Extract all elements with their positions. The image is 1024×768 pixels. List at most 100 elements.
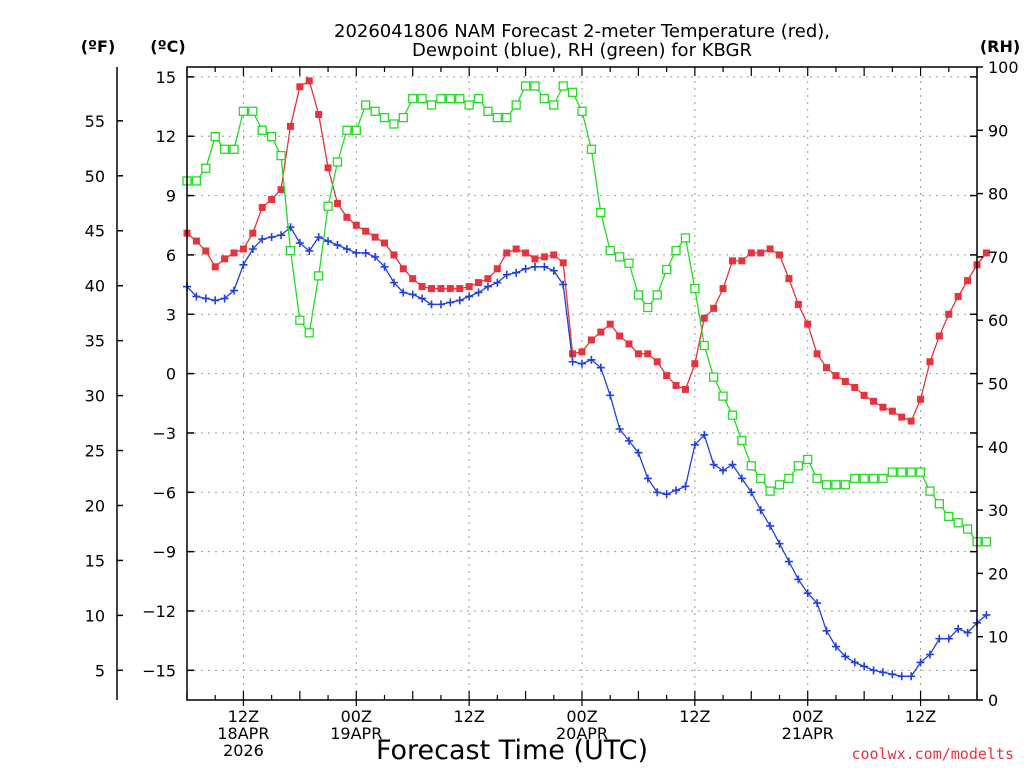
celsius-axis-label: (ºC)	[150, 37, 185, 56]
celsius-tick-label: 15	[156, 68, 176, 87]
dewpoint-point	[728, 460, 737, 469]
temperature-point	[343, 213, 351, 221]
temperature-point	[606, 320, 614, 328]
dewpoint-point	[483, 282, 492, 291]
dewpoint-point	[333, 241, 342, 250]
fahrenheit-tick-label: 40	[85, 277, 105, 296]
dewpoint-point	[389, 278, 398, 287]
fahrenheit-tick-label: 30	[85, 387, 105, 406]
dewpoint-point	[399, 288, 408, 297]
dewpoint-point	[897, 672, 906, 681]
rh-point	[530, 81, 540, 91]
rh-point	[539, 94, 550, 104]
x-tick-label: 00Z	[341, 707, 372, 726]
dewpoint-point	[521, 264, 530, 273]
rh-point	[652, 290, 662, 300]
dewpoint-point	[860, 662, 869, 671]
rh-point	[774, 480, 785, 490]
rh-point	[850, 473, 860, 484]
rh-point	[868, 473, 879, 484]
rh-point	[821, 480, 832, 490]
rh-tick-label: 10	[988, 628, 1008, 647]
chart-title-line2: Dewpoint (blue), RH (green) for KBGR	[412, 40, 752, 61]
temperature-point	[249, 229, 257, 237]
rh-tick-label: 70	[988, 248, 1008, 267]
dewpoint-point	[474, 288, 483, 297]
rh-point	[737, 435, 747, 446]
celsius-tick-label: −6	[152, 483, 176, 502]
temperature-point	[964, 277, 972, 285]
temperature-point	[926, 358, 934, 366]
dewpoint-point	[314, 233, 323, 242]
dewpoint-point	[211, 296, 220, 305]
rh-point	[492, 112, 503, 123]
temperature-point	[794, 300, 802, 308]
dewpoint-point	[700, 430, 709, 439]
rh-point	[436, 94, 446, 104]
temperature-point	[475, 279, 483, 287]
temperature-point	[663, 372, 671, 380]
dewpoint-point	[587, 355, 596, 364]
rh-point	[925, 486, 935, 496]
rh-point	[342, 125, 352, 135]
rh-point	[389, 119, 399, 129]
dewpoint-point	[794, 575, 803, 584]
rh-point	[596, 207, 606, 218]
x-axis-title: Forecast Time (UTC)	[376, 735, 648, 766]
rh-point	[840, 480, 850, 490]
dewpoint-point	[869, 666, 878, 675]
rh-point	[229, 144, 239, 154]
temperature-point	[653, 358, 661, 366]
temperature-point	[710, 304, 718, 312]
rh-point	[191, 176, 202, 186]
temperature-point	[550, 251, 558, 259]
temperature-point	[945, 310, 953, 318]
temperature-point	[352, 221, 360, 229]
rh-point	[605, 245, 615, 256]
dewpoint-point	[850, 658, 859, 667]
dewpoint-point	[295, 239, 304, 248]
dewpoint-point	[267, 233, 276, 242]
rh-point	[455, 94, 465, 104]
rh-point	[276, 150, 286, 161]
dewpoint-point	[371, 252, 380, 261]
temperature-point	[888, 407, 896, 415]
celsius-tick-label: −9	[152, 543, 176, 562]
rh-point	[624, 258, 634, 268]
rh-point	[727, 410, 738, 420]
dewpoint-point	[944, 634, 953, 643]
temperature-series	[183, 77, 990, 425]
temperature-point	[597, 328, 605, 336]
dewpoint-point	[549, 266, 558, 275]
rh-point	[981, 537, 992, 547]
x-tick-label: 19APR	[330, 724, 382, 743]
temperature-point	[512, 245, 520, 253]
dewpoint-point	[248, 244, 257, 253]
rh-point	[332, 157, 343, 167]
rh-point	[765, 486, 775, 496]
temperature-point	[239, 245, 247, 253]
dewpoint-point	[324, 237, 333, 246]
dewpoint-point	[380, 262, 389, 271]
temperature-point	[917, 395, 925, 403]
dewpoint-point	[606, 391, 615, 400]
rh-point	[483, 106, 493, 116]
rh-series	[182, 81, 992, 547]
dewpoint-point	[540, 262, 549, 271]
axes: −15 −12 −9 −6 −3 0 3 6 9 12 15 5 10 15 20 25 30 35 40 45 50 5…	[85, 58, 1019, 760]
temperature-point	[324, 164, 332, 172]
dewpoint-point	[230, 286, 239, 295]
rh-tick-label: 20	[988, 564, 1008, 583]
rh-point	[520, 81, 531, 91]
temperature-point	[587, 336, 595, 344]
x-tick-label: 12Z	[228, 707, 259, 726]
dewpoint-line	[186, 226, 987, 677]
dewpoint-point	[954, 624, 963, 633]
dewpoint-point	[201, 294, 210, 303]
dewpoint-point	[512, 268, 521, 277]
dewpoint-point	[784, 557, 793, 566]
temperature-point	[982, 249, 990, 257]
dewpoint-point	[737, 474, 746, 483]
dewpoint-point	[681, 482, 690, 491]
dewpoint-point	[502, 270, 511, 279]
